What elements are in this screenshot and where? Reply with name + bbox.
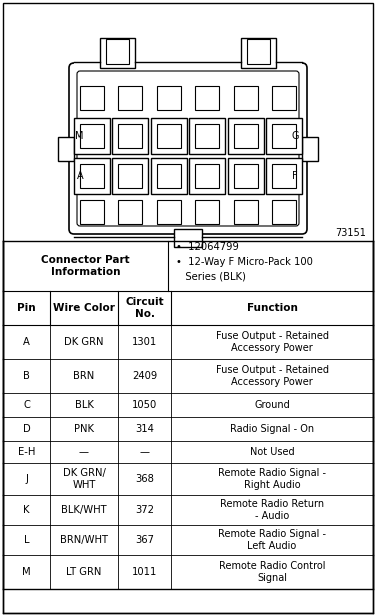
- Bar: [112, 118, 149, 154]
- Bar: [151, 118, 187, 154]
- Text: K: K: [23, 505, 30, 515]
- Bar: [266, 158, 302, 194]
- Text: A: A: [77, 171, 84, 181]
- FancyBboxPatch shape: [69, 63, 307, 234]
- Bar: [80, 164, 104, 188]
- Text: BLK: BLK: [74, 400, 94, 410]
- Text: 2409: 2409: [132, 371, 157, 381]
- Text: •  12064799
•  12-Way F Micro-Pack 100
   Series (BLK): • 12064799 • 12-Way F Micro-Pack 100 Ser…: [176, 242, 313, 282]
- Bar: [272, 164, 296, 188]
- Text: DK GRN: DK GRN: [64, 337, 104, 347]
- Text: E-H: E-H: [18, 447, 35, 457]
- Text: 1301: 1301: [132, 337, 157, 347]
- Bar: [233, 86, 258, 110]
- Text: Pin: Pin: [17, 303, 36, 313]
- Text: Remote Radio Signal -
Right Audio: Remote Radio Signal - Right Audio: [218, 468, 326, 490]
- Text: M: M: [22, 567, 31, 577]
- Text: Not Used: Not Used: [250, 447, 294, 457]
- Bar: [266, 118, 302, 154]
- Bar: [74, 118, 110, 154]
- Bar: [233, 164, 258, 188]
- Bar: [195, 86, 219, 110]
- Bar: [195, 164, 219, 188]
- Text: Function: Function: [247, 303, 297, 313]
- Bar: [195, 200, 219, 224]
- Bar: [195, 124, 219, 148]
- Text: DK GRN/
WHT: DK GRN/ WHT: [62, 468, 105, 490]
- Text: G: G: [292, 131, 300, 141]
- Text: —: —: [139, 447, 150, 457]
- Text: Remote Radio Return
- Audio: Remote Radio Return - Audio: [220, 499, 324, 521]
- Bar: [157, 164, 181, 188]
- Text: Circuit
No.: Circuit No.: [125, 297, 164, 319]
- Bar: [174, 229, 202, 247]
- Text: LT GRN: LT GRN: [66, 567, 102, 577]
- Bar: [118, 86, 143, 110]
- Text: —: —: [79, 447, 89, 457]
- Text: F: F: [292, 171, 298, 181]
- Bar: [58, 137, 74, 161]
- Text: Wire Color: Wire Color: [53, 303, 115, 313]
- Bar: [112, 158, 149, 194]
- Text: A: A: [23, 337, 30, 347]
- Text: Fuse Output - Retained
Accessory Power: Fuse Output - Retained Accessory Power: [215, 331, 329, 353]
- Bar: [189, 158, 225, 194]
- Bar: [302, 137, 318, 161]
- Text: Remote Radio Control
Signal: Remote Radio Control Signal: [219, 561, 325, 583]
- Bar: [233, 200, 258, 224]
- Text: 1011: 1011: [132, 567, 157, 577]
- Bar: [189, 118, 225, 154]
- Text: PNK: PNK: [74, 424, 94, 434]
- Bar: [80, 124, 104, 148]
- Bar: [272, 86, 296, 110]
- FancyBboxPatch shape: [77, 71, 299, 226]
- Text: Remote Radio Signal -
Left Audio: Remote Radio Signal - Left Audio: [218, 529, 326, 551]
- Text: 1050: 1050: [132, 400, 157, 410]
- Text: Radio Signal - On: Radio Signal - On: [230, 424, 314, 434]
- Text: Fuse Output - Retained
Accessory Power: Fuse Output - Retained Accessory Power: [215, 365, 329, 387]
- Text: BRN/WHT: BRN/WHT: [60, 535, 108, 545]
- Bar: [74, 158, 110, 194]
- Bar: [157, 124, 181, 148]
- Text: L: L: [24, 535, 29, 545]
- Text: Ground: Ground: [254, 400, 290, 410]
- Text: D: D: [23, 424, 30, 434]
- Text: 314: 314: [135, 424, 154, 434]
- Text: BRN: BRN: [73, 371, 95, 381]
- Bar: [106, 39, 129, 64]
- Bar: [247, 39, 270, 64]
- Bar: [157, 86, 181, 110]
- Text: C: C: [23, 400, 30, 410]
- Bar: [80, 86, 104, 110]
- Text: Connector Part
Information: Connector Part Information: [41, 255, 130, 277]
- Bar: [227, 158, 264, 194]
- Bar: [118, 164, 143, 188]
- Bar: [157, 200, 181, 224]
- Bar: [227, 118, 264, 154]
- Text: BLK/WHT: BLK/WHT: [61, 505, 107, 515]
- Bar: [118, 200, 143, 224]
- Text: 368: 368: [135, 474, 154, 484]
- Bar: [272, 124, 296, 148]
- Bar: [233, 124, 258, 148]
- Text: 367: 367: [135, 535, 154, 545]
- Bar: [241, 38, 276, 68]
- Text: B: B: [23, 371, 30, 381]
- Bar: [272, 200, 296, 224]
- Bar: [100, 38, 135, 68]
- Bar: [80, 200, 104, 224]
- Text: 73151: 73151: [335, 228, 366, 238]
- Bar: [151, 158, 187, 194]
- Bar: [74, 60, 302, 70]
- Text: M: M: [76, 131, 84, 141]
- Text: J: J: [25, 474, 28, 484]
- Bar: [118, 124, 143, 148]
- Text: 372: 372: [135, 505, 154, 515]
